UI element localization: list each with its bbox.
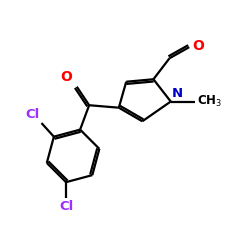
Text: O: O bbox=[192, 39, 204, 53]
Text: CH$_3$: CH$_3$ bbox=[197, 94, 222, 109]
Text: N: N bbox=[172, 87, 183, 100]
Text: O: O bbox=[60, 70, 72, 84]
Text: Cl: Cl bbox=[59, 200, 73, 213]
Text: Cl: Cl bbox=[25, 108, 40, 121]
